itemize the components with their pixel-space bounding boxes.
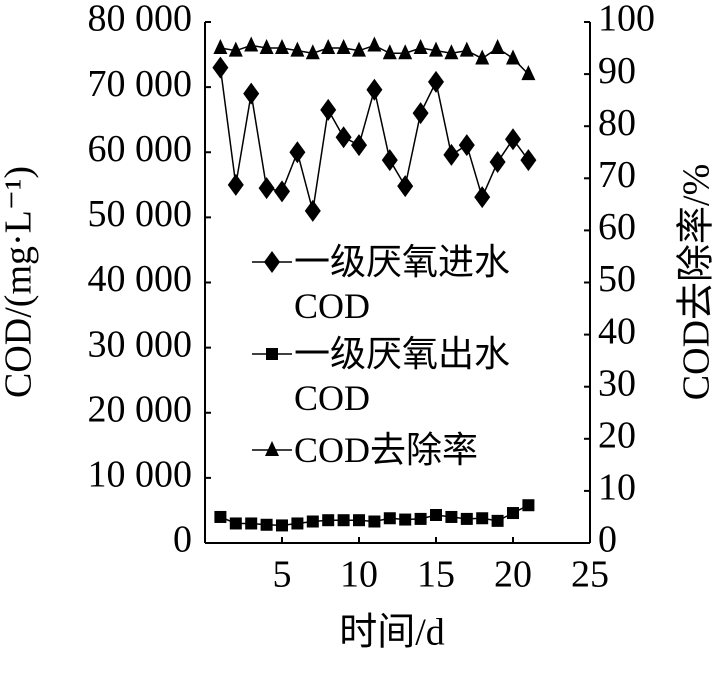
point (475, 49, 490, 65)
point (258, 177, 275, 200)
point (229, 517, 242, 530)
point (304, 199, 321, 222)
point (227, 173, 244, 196)
point (276, 519, 288, 532)
y2-tick-label: 10 (598, 467, 636, 509)
point (212, 56, 229, 79)
point (305, 44, 320, 60)
x-tick-label: 15 (417, 554, 455, 596)
y-tick-label: 50 000 (88, 193, 193, 235)
point (399, 513, 412, 526)
point (490, 39, 505, 55)
point (413, 39, 428, 55)
point (290, 41, 305, 57)
point (245, 517, 258, 530)
point (506, 49, 520, 65)
point (337, 514, 350, 527)
point (491, 514, 504, 527)
x-tick-label: 20 (494, 554, 532, 596)
y2-tick-label: 90 (598, 50, 636, 92)
legend-marker (264, 251, 280, 273)
y-tick-label: 70 000 (88, 63, 193, 105)
point (367, 36, 382, 52)
point (382, 44, 397, 60)
point (306, 515, 319, 528)
point (321, 39, 336, 55)
point (259, 39, 274, 55)
y2-tick-label: 0 (598, 519, 617, 561)
y-tick-label: 40 000 (88, 258, 193, 300)
point (397, 175, 414, 198)
y2-tick-label: 30 (598, 362, 636, 404)
point (443, 143, 460, 166)
y2-tick-label: 60 (598, 206, 636, 248)
point (322, 514, 335, 527)
point (213, 39, 228, 55)
point (520, 149, 537, 172)
point (459, 41, 474, 57)
point (521, 65, 536, 81)
point (228, 41, 243, 57)
point (320, 98, 337, 121)
point (445, 510, 458, 523)
point (428, 70, 444, 93)
point (522, 499, 535, 512)
point (458, 134, 475, 157)
point (429, 41, 443, 57)
point (383, 512, 396, 525)
point (352, 41, 366, 57)
point (366, 78, 383, 101)
point (398, 44, 413, 60)
y2-tick-label: 80 (598, 102, 636, 144)
point (507, 507, 519, 520)
point (351, 134, 367, 157)
y2-tick-label: 40 (598, 310, 636, 352)
point (243, 82, 260, 105)
point (353, 514, 365, 527)
point (335, 126, 352, 149)
y-tick-label: 0 (173, 519, 192, 561)
point (430, 508, 442, 521)
point (505, 128, 521, 151)
y-tick-label: 80 000 (88, 0, 193, 40)
y2-tick-label: 70 (598, 154, 636, 196)
point (214, 510, 227, 523)
x-tick-label: 25 (571, 554, 609, 596)
point (336, 39, 351, 55)
point (460, 512, 473, 525)
y2-axis-title: COD去除率/% (676, 164, 718, 400)
legend-marker (266, 348, 278, 360)
y2-tick-label: 100 (598, 0, 655, 40)
legend-label: COD去除率 (294, 428, 544, 472)
point (474, 186, 491, 209)
y2-tick-label: 50 (598, 258, 636, 300)
point (414, 512, 427, 525)
point (476, 512, 489, 525)
y-tick-label: 10 000 (88, 454, 193, 496)
y2-tick-label: 20 (598, 415, 636, 457)
point (244, 36, 259, 52)
point (260, 518, 273, 531)
point (275, 39, 289, 55)
point (489, 151, 506, 174)
y-axis-title: COD/(mg·L⁻¹) (0, 166, 40, 398)
point (444, 44, 459, 60)
legend-label: 一级厌氧进水COD (294, 240, 544, 328)
point (274, 180, 290, 203)
legend-marker (265, 441, 279, 456)
y-tick-label: 20 000 (88, 388, 193, 430)
point (289, 141, 306, 164)
point (368, 515, 381, 528)
point (291, 517, 304, 530)
x-axis-title: 时间/d (339, 612, 445, 654)
y-tick-label: 30 000 (88, 323, 193, 365)
x-tick-label: 5 (273, 554, 292, 596)
y-tick-label: 60 000 (88, 128, 193, 170)
legend-label: 一级厌氧出水COD (294, 332, 544, 420)
x-tick-label: 10 (340, 554, 378, 596)
point (381, 149, 398, 172)
point (412, 102, 429, 125)
